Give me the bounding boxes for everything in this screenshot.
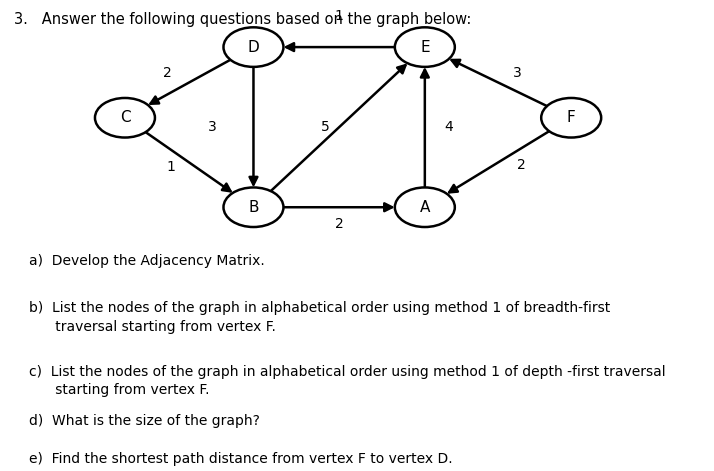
Text: 1: 1	[167, 160, 176, 174]
Text: b)  List the nodes of the graph in alphabetical order using method 1 of breadth-: b) List the nodes of the graph in alphab…	[29, 301, 610, 334]
Text: 5: 5	[321, 120, 329, 134]
Text: 2: 2	[164, 66, 172, 80]
Circle shape	[223, 27, 283, 67]
Text: B: B	[248, 200, 258, 215]
Text: 3: 3	[513, 66, 522, 80]
Text: 3.   Answer the following questions based on the graph below:: 3. Answer the following questions based …	[14, 12, 472, 27]
Text: F: F	[567, 110, 575, 125]
Circle shape	[95, 98, 155, 138]
Text: a)  Develop the Adjacency Matrix.: a) Develop the Adjacency Matrix.	[29, 254, 264, 268]
Circle shape	[395, 187, 455, 227]
Text: e)  Find the shortest path distance from vertex F to vertex D.: e) Find the shortest path distance from …	[29, 452, 452, 466]
Text: C: C	[120, 110, 130, 125]
Text: 4: 4	[444, 120, 453, 134]
Text: 2: 2	[517, 158, 526, 172]
Text: 3: 3	[208, 120, 217, 134]
Text: 1: 1	[335, 9, 343, 24]
Text: d)  What is the size of the graph?: d) What is the size of the graph?	[29, 414, 259, 429]
Circle shape	[223, 187, 283, 227]
Circle shape	[395, 27, 455, 67]
Text: A: A	[420, 200, 430, 215]
Text: 2: 2	[335, 217, 343, 231]
Text: E: E	[420, 40, 430, 55]
Text: D: D	[248, 40, 259, 55]
Text: c)  List the nodes of the graph in alphabetical order using method 1 of depth -f: c) List the nodes of the graph in alphab…	[29, 365, 665, 398]
Circle shape	[541, 98, 601, 138]
